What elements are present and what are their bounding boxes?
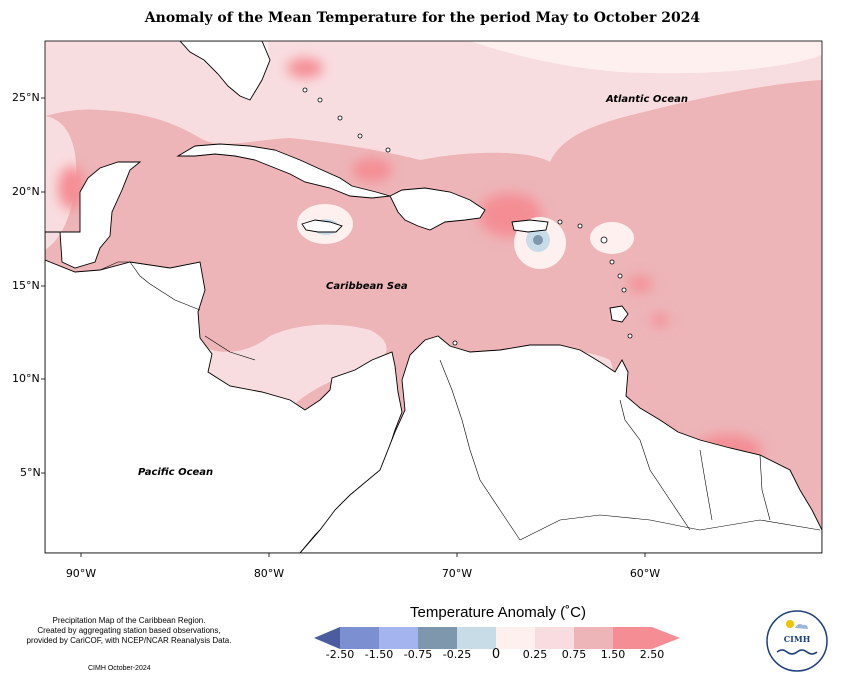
land-puerto-rico [511,219,549,233]
logo-sun-icon [786,620,794,628]
map-notes: Precipitation Map of the Caribbean Regio… [14,616,244,646]
legend-bin-4 [457,627,496,649]
legend-tick: -0.25 [442,648,472,661]
cool-spot-leeward [590,222,634,254]
island-2 [609,259,615,265]
land-central-america [45,161,403,553]
land-cuba [176,143,391,199]
land-hispaniola [389,187,486,231]
lon-label-80w: 80°W [253,567,285,580]
border-nicaragua [204,335,256,361]
warm-spot-yucatan [58,166,86,210]
anomaly-band-lightest-north [470,41,822,74]
border-mexico-guatemala [99,261,151,285]
legend-tick: -2.50 [325,648,355,661]
lon-label-70w: 70°W [441,567,473,580]
island-4 [621,287,627,293]
legend-tick: 2.50 [639,648,665,661]
legend-bin-5 [496,627,535,649]
lat-label-25n: 25°N [12,91,40,104]
island-3 [617,273,623,279]
island-7 [317,97,323,103]
credit-text: CIMH October-2024 [88,665,151,672]
legend-tick: -1.50 [364,648,394,661]
border-honduras [149,283,201,311]
border-guyana-suriname [699,449,713,521]
border-venezuela-guyana [619,399,691,531]
island-8 [337,115,343,121]
legend-bin-2 [379,627,418,649]
legend-tick: 0.75 [561,648,587,661]
map-title: Anomaly of the Mean Temperature for the … [144,10,701,26]
land-south-america [299,335,822,553]
lat-label-20n: 20°N [12,185,40,198]
warm-spot-windward [628,276,652,292]
legend-bin-6 [535,627,574,649]
legend-bin-9 [652,627,680,649]
notes-line-1: Precipitation Map of the Caribbean Regio… [52,616,206,625]
land-jamaica [301,219,343,233]
legend-tick: 1.50 [600,648,626,661]
legend-tick: 0 [491,647,501,662]
island-11 [557,219,563,225]
notes-line-3: provided by CariCOF, with NCEP/NCAR Rean… [26,636,232,645]
atlantic-ocean-label: Atlantic Ocean [606,94,688,105]
land-florida [179,41,271,101]
legend-bin-1 [340,627,379,649]
logo-waves-icon [776,649,818,655]
legend-bin-7 [574,627,613,649]
legend-tick: 0.25 [522,648,548,661]
border-suriname-guiana [759,454,771,521]
lat-label-15n: 15°N [12,279,40,292]
island-6 [302,87,308,93]
cool-spot-pr-core [533,235,543,245]
lon-label-60w: 60°W [629,567,661,580]
legend-colorbar [314,627,680,649]
legend-bin-0 [314,627,340,649]
island-10 [385,147,391,153]
legend-tick: -0.75 [403,648,433,661]
notes-line-2: Created by aggregating station based obs… [37,626,221,635]
logo-cloud-icon [795,624,808,629]
lon-label-90w: 90°W [65,567,97,580]
cimh-logo [766,610,828,672]
lat-label-5n: 5°N [20,466,41,479]
legend-bin-3 [418,627,457,649]
caribbean-sea-label: Caribbean Sea [326,281,408,292]
island-13 [452,340,458,346]
border-colombia-venezuela [439,359,521,541]
land-trinidad [609,305,629,323]
island-5 [627,333,633,339]
warm-spot-cuba [352,158,392,182]
legend-bin-8 [613,627,652,649]
warm-spot-bahamas [287,58,323,78]
island-9 [357,133,363,139]
border-brazil [519,514,821,541]
warm-spot-trinidad [652,313,668,327]
map-frame [44,40,823,554]
logo-text: CIMH [783,634,811,644]
island-12 [577,223,583,229]
lat-label-10n: 10°N [12,372,40,385]
pacific-ocean-label: Pacific Ocean [138,467,214,478]
legend-title: Temperature Anomaly (˚C) [410,604,586,621]
island-1 [600,236,608,244]
